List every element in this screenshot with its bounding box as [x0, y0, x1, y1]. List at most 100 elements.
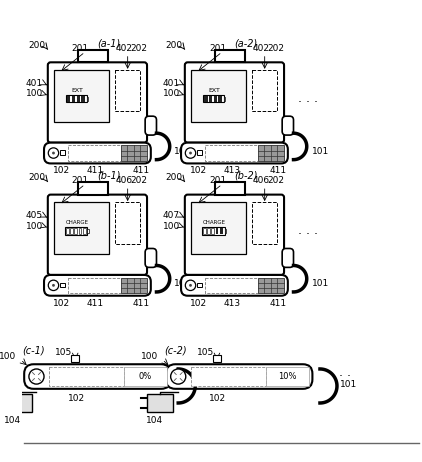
FancyBboxPatch shape: [282, 116, 294, 135]
Text: 411: 411: [87, 166, 104, 176]
Text: 105: 105: [197, 348, 214, 358]
Text: (c-1): (c-1): [22, 345, 45, 355]
Text: 104: 104: [4, 415, 22, 425]
Bar: [66, 228, 69, 234]
Text: 105: 105: [55, 348, 73, 358]
Text: 101: 101: [174, 279, 192, 288]
Text: 411: 411: [270, 166, 287, 176]
Circle shape: [189, 284, 192, 287]
Text: EXT: EXT: [71, 88, 83, 93]
Bar: [115, 202, 141, 244]
Bar: [71, 355, 79, 362]
Text: CHARGE: CHARGE: [203, 220, 226, 225]
Text: CHARGE: CHARGE: [65, 220, 89, 225]
Bar: [60, 150, 65, 155]
Bar: [67, 96, 70, 102]
Text: 10%: 10%: [278, 372, 297, 381]
FancyBboxPatch shape: [181, 143, 288, 164]
Text: (c-2): (c-2): [164, 345, 187, 355]
Text: 200: 200: [166, 41, 183, 50]
Bar: [78, 228, 81, 234]
Bar: [252, 70, 277, 111]
Text: (b-2): (b-2): [234, 171, 257, 181]
Bar: [87, 97, 89, 101]
FancyBboxPatch shape: [282, 249, 294, 267]
Text: 201: 201: [209, 43, 226, 53]
Bar: [54, 70, 109, 122]
Bar: [203, 95, 224, 103]
Bar: [218, 96, 222, 102]
Bar: [60, 282, 65, 287]
Bar: [213, 355, 221, 362]
Text: 100: 100: [163, 90, 180, 98]
Bar: [147, 394, 173, 413]
Text: (a-1): (a-1): [97, 38, 120, 49]
Bar: [205, 278, 264, 293]
FancyBboxPatch shape: [181, 275, 288, 296]
Text: 100: 100: [26, 222, 43, 231]
Text: 100: 100: [26, 90, 43, 98]
Bar: [214, 96, 217, 102]
Bar: [124, 367, 167, 386]
Bar: [209, 96, 212, 102]
Bar: [70, 228, 73, 234]
Text: 405: 405: [26, 212, 43, 220]
Text: 202: 202: [130, 176, 148, 185]
Text: 401: 401: [163, 79, 180, 88]
FancyBboxPatch shape: [44, 143, 151, 164]
Bar: [68, 146, 127, 161]
Bar: [192, 70, 246, 122]
Circle shape: [48, 280, 59, 291]
Bar: [207, 228, 210, 234]
Text: 202: 202: [268, 43, 284, 53]
Bar: [257, 146, 284, 161]
FancyBboxPatch shape: [185, 195, 284, 275]
Bar: [72, 96, 75, 102]
Text: 102: 102: [52, 299, 70, 308]
Text: 201: 201: [72, 176, 89, 185]
Circle shape: [170, 369, 186, 384]
Text: 102: 102: [189, 299, 207, 308]
Text: 411: 411: [133, 166, 150, 176]
FancyBboxPatch shape: [185, 62, 284, 143]
FancyBboxPatch shape: [24, 364, 170, 389]
Text: 201: 201: [209, 176, 226, 185]
Bar: [68, 278, 127, 293]
FancyBboxPatch shape: [145, 116, 157, 135]
Bar: [121, 146, 147, 161]
Text: 402: 402: [115, 43, 133, 53]
Text: 413: 413: [224, 166, 241, 176]
Text: 101: 101: [340, 380, 357, 389]
Bar: [266, 367, 308, 386]
Bar: [5, 394, 32, 413]
Text: 411: 411: [87, 299, 104, 308]
Bar: [252, 202, 277, 244]
Bar: [49, 367, 124, 386]
Bar: [197, 282, 202, 287]
FancyBboxPatch shape: [44, 275, 151, 296]
Bar: [216, 228, 218, 234]
Text: 101: 101: [198, 380, 215, 389]
Bar: [220, 228, 223, 234]
Text: 0%: 0%: [139, 372, 152, 381]
FancyBboxPatch shape: [145, 249, 157, 267]
Bar: [225, 229, 227, 233]
Text: 407: 407: [163, 212, 180, 220]
Text: · · ·: · · ·: [298, 228, 318, 241]
Bar: [203, 228, 206, 234]
Text: 102: 102: [52, 166, 70, 176]
FancyBboxPatch shape: [166, 364, 312, 389]
Text: 101: 101: [311, 279, 329, 288]
Text: 100: 100: [0, 352, 16, 361]
Bar: [205, 146, 264, 161]
Text: 100: 100: [163, 222, 180, 231]
Bar: [190, 367, 266, 386]
Text: 102: 102: [189, 166, 207, 176]
Bar: [83, 228, 86, 234]
Text: (b-1): (b-1): [97, 171, 121, 181]
Text: 413: 413: [224, 299, 241, 308]
Text: 402: 402: [252, 43, 269, 53]
Bar: [66, 95, 87, 103]
Text: 104: 104: [146, 415, 163, 425]
Bar: [81, 96, 85, 102]
